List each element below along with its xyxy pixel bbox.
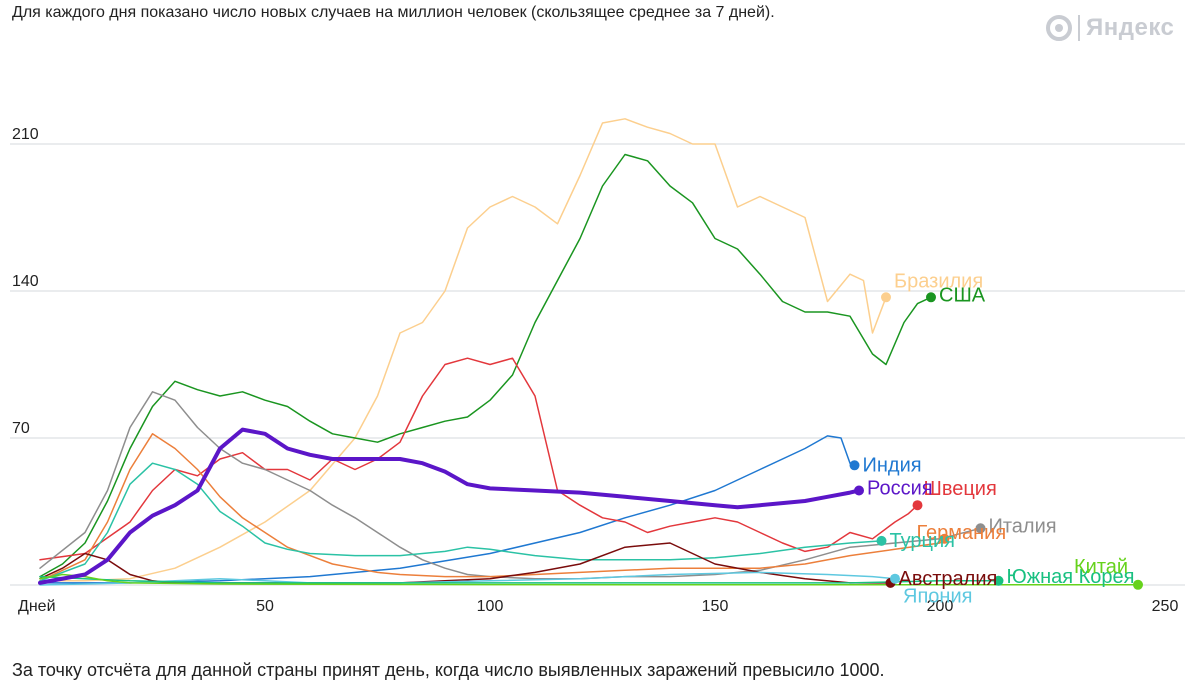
end-marker	[993, 575, 1004, 586]
series-label: Россия	[867, 478, 933, 500]
end-marker	[975, 523, 986, 534]
series-label: Индия	[863, 454, 922, 476]
grid-lines	[10, 143, 1185, 586]
end-marker	[926, 292, 936, 303]
series-label: США	[939, 284, 986, 306]
end-markers	[849, 292, 1143, 590]
series-line	[39, 433, 946, 582]
series-label: Турция	[890, 530, 955, 552]
series-line	[39, 571, 896, 586]
y-tick-labels: 70 140 210	[12, 126, 39, 437]
chart-subtitle: Для каждого дня показано число новых слу…	[12, 4, 775, 21]
series-line	[39, 462, 883, 582]
x-tick-label: 250	[1152, 598, 1179, 615]
series-line	[39, 435, 856, 584]
y-tick-label: 140	[12, 273, 39, 290]
series-label: Италия	[989, 515, 1057, 537]
series-line	[39, 357, 919, 561]
end-marker	[881, 292, 891, 303]
series-label: Бразилия	[894, 270, 983, 292]
yandex-logo-icon	[1046, 15, 1072, 41]
logo-text: Яндекс	[1086, 14, 1175, 41]
series-line	[38, 427, 861, 585]
end-marker	[939, 533, 950, 544]
y-tick-label: 210	[12, 126, 39, 143]
logo-divider	[1078, 15, 1080, 41]
yandex-logo: Яндекс	[1046, 14, 1174, 42]
x-tick-labels: Дней 50 100 150 200 250	[18, 598, 1178, 615]
series-line	[39, 391, 982, 580]
series-line	[39, 153, 932, 578]
end-marker	[912, 500, 923, 511]
series-label: Швеция	[924, 478, 997, 500]
x-tick-label: 100	[477, 598, 504, 615]
series-label: Южная Корея	[1007, 566, 1135, 588]
end-marker	[890, 573, 900, 584]
x-tick-label: 50	[256, 598, 274, 615]
end-marker	[876, 535, 887, 546]
series-label: Австралия	[899, 568, 998, 590]
series-label: Япония	[903, 586, 972, 608]
series-label: Китай	[1074, 556, 1128, 578]
footnote: За точку отсчёта для данной страны приня…	[12, 660, 885, 680]
end-marker	[854, 485, 864, 496]
series-label: Германия	[917, 522, 1007, 544]
x-tick-label: 150	[702, 598, 729, 615]
x-tick-label: 200	[927, 598, 954, 615]
end-marker	[849, 460, 860, 471]
x-axis-label: Дней	[18, 598, 56, 615]
y-tick-label: 70	[12, 420, 30, 437]
end-marker	[1133, 579, 1143, 590]
series-lines	[38, 118, 1139, 586]
series-line	[39, 118, 887, 582]
